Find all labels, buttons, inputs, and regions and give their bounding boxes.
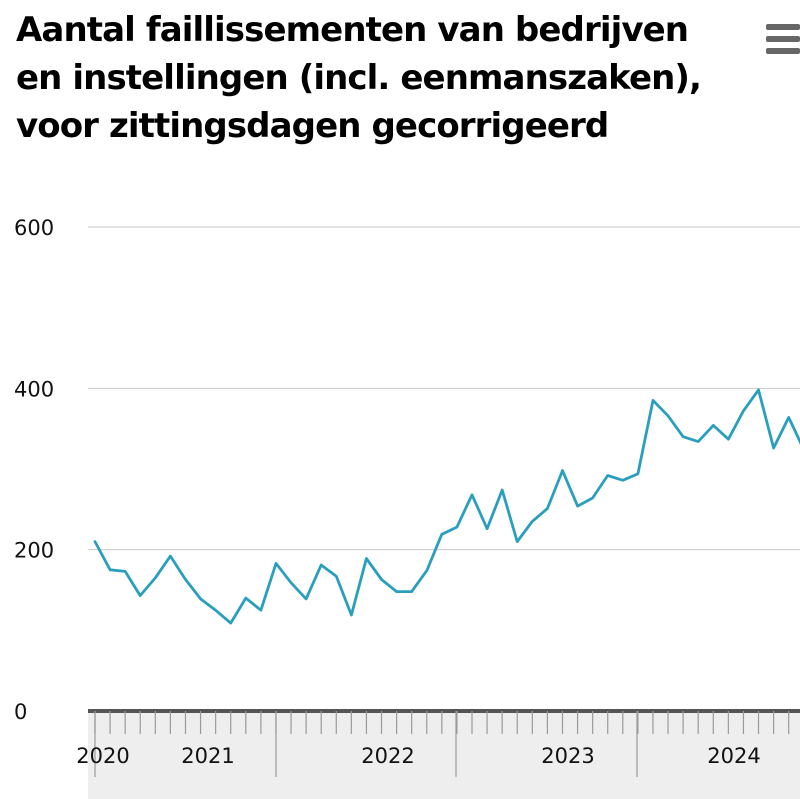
data-point[interactable] (650, 397, 656, 403)
data-point[interactable] (288, 580, 294, 586)
y-tick-label-400: 400 (14, 377, 54, 401)
data-point[interactable] (363, 556, 369, 562)
data-point[interactable] (182, 577, 188, 583)
data-point[interactable] (469, 492, 475, 498)
data-point[interactable] (771, 445, 777, 451)
data-point[interactable] (318, 562, 324, 568)
x-tick-label-2021: 2021 (181, 744, 234, 768)
data-point[interactable] (394, 589, 400, 595)
chart-title: Aantal faillissementen van bedrijven en … (16, 10, 702, 146)
data-point[interactable] (122, 568, 128, 574)
data-point[interactable] (680, 434, 686, 440)
data-point[interactable] (529, 518, 535, 524)
data-point[interactable] (228, 620, 234, 626)
data-point[interactable] (333, 573, 339, 579)
data-point[interactable] (590, 495, 596, 501)
x-tick-label-2022: 2022 (361, 744, 414, 768)
data-point[interactable] (544, 506, 550, 512)
data-point[interactable] (167, 553, 173, 559)
data-point[interactable] (605, 472, 611, 478)
data-point[interactable] (92, 539, 98, 545)
x-tick-label-2024: 2024 (707, 744, 760, 768)
x-tick-label-2020: 2020 (76, 744, 129, 768)
data-point[interactable] (710, 422, 716, 428)
y-tick-label-0: 0 (14, 700, 27, 724)
data-point[interactable] (348, 612, 354, 618)
data-point[interactable] (575, 503, 581, 509)
data-point[interactable] (665, 413, 671, 419)
data-point[interactable] (695, 439, 701, 445)
x-axis-band (88, 711, 800, 799)
data-point[interactable] (137, 593, 143, 599)
series-line-0 (93, 388, 800, 625)
data-point[interactable] (213, 607, 219, 613)
data-point[interactable] (514, 539, 520, 545)
data-point[interactable] (273, 560, 279, 566)
data-point[interactable] (484, 526, 490, 532)
data-point[interactable] (620, 477, 626, 483)
data-point[interactable] (725, 436, 731, 442)
menu-button[interactable] (762, 22, 800, 56)
x-tick-label-2023: 2023 (541, 744, 594, 768)
data-point[interactable] (107, 567, 113, 573)
data-point[interactable] (379, 577, 385, 583)
data-point[interactable] (243, 595, 249, 601)
hamburger-menu-icon (766, 24, 800, 30)
data-point[interactable] (786, 414, 792, 420)
y-tick-label-200: 200 (14, 539, 54, 563)
data-point[interactable] (635, 471, 641, 477)
data-point[interactable] (740, 408, 746, 414)
data-point[interactable] (559, 468, 565, 474)
data-point[interactable] (499, 487, 505, 493)
y-tick-label-600: 600 (14, 216, 54, 240)
data-point[interactable] (258, 607, 264, 613)
data-point[interactable] (424, 568, 430, 574)
data-point[interactable] (439, 531, 445, 537)
data-point[interactable] (152, 575, 158, 581)
data-point[interactable] (303, 596, 309, 602)
data-point[interactable] (409, 589, 415, 595)
data-point[interactable] (454, 524, 460, 530)
data-point[interactable] (756, 387, 762, 393)
data-point[interactable] (198, 596, 204, 602)
